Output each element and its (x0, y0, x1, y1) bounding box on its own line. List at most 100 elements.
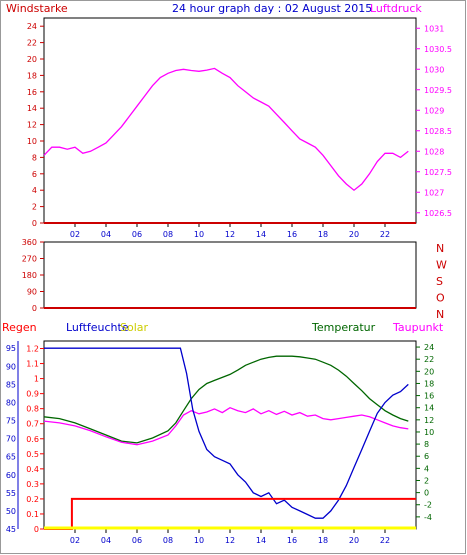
wind-tick-label: 8 (32, 153, 37, 162)
wind-axis-title: Windstarke (6, 2, 68, 15)
x-tick-label: 12 (225, 230, 235, 239)
pressure-tick-label: 1027 (424, 188, 444, 197)
humidity-tick-label: 45 (6, 525, 16, 534)
direction-tick-label: 360 (22, 238, 37, 247)
rain-tick-label: 0.6 (26, 435, 39, 444)
direction-tick-label: 270 (22, 255, 37, 264)
temp-tick-label: 14 (424, 404, 434, 413)
pressure-tick-label: 1030.5 (424, 45, 452, 54)
temp-tick-label: 24 (424, 343, 434, 352)
pressure-tick-label: 1026.5 (424, 209, 452, 218)
climate-layer: 455055606570758085909500.10.20.30.40.50.… (6, 341, 434, 545)
wind-tick-label: 6 (32, 170, 37, 179)
humidity-tick-label: 90 (6, 362, 16, 371)
pressure-tick-label: 1028 (424, 147, 444, 156)
humidity-tick-label: 95 (6, 344, 16, 353)
rain-tick-label: 0.4 (26, 465, 39, 474)
rain-tick-label: 0.7 (26, 420, 39, 429)
pressure-tick-label: 1029 (424, 106, 444, 115)
wind-tick-label: 14 (27, 104, 37, 113)
x-tick-label: 18 (318, 536, 328, 545)
humidity-tick-label: 65 (6, 453, 16, 462)
humidity-tick-label: 50 (6, 507, 16, 516)
rain-tick-label: 0.5 (26, 450, 39, 459)
rain-tick-label: 0.1 (26, 510, 39, 519)
wind-tick-label: 20 (27, 55, 37, 64)
x-tick-label: 14 (256, 230, 266, 239)
pressure-tick-label: 1029.5 (424, 86, 452, 95)
wind-tick-label: 10 (27, 137, 37, 146)
x-tick-label: 22 (380, 536, 390, 545)
x-tick-label: 20 (349, 536, 359, 545)
compass-label: O (436, 292, 445, 305)
temperature-line (43, 355, 409, 444)
rain-tick-label: 0.3 (26, 480, 39, 489)
temp-tick-label: 12 (424, 416, 434, 425)
temp-tick-label: 8 (424, 440, 429, 449)
temp-tick-label: 16 (424, 392, 434, 401)
temp-tick-label: 20 (424, 367, 434, 376)
humidity-tick-label: 80 (6, 398, 16, 407)
dewpoint-label: Taupunkt (392, 321, 444, 334)
temp-tick-label: 22 (424, 355, 434, 364)
humidity-label: Luftfeuchte (66, 321, 129, 334)
x-tick-label: 02 (70, 536, 80, 545)
x-tick-label: 18 (318, 230, 328, 239)
x-tick-label: 06 (132, 536, 142, 545)
direction-tick-label: 90 (27, 288, 37, 297)
humidity-tick-label: 60 (6, 471, 16, 480)
direction-tick-label: 0 (32, 304, 37, 313)
rain-tick-label: 0.8 (26, 405, 39, 414)
humidity-tick-label: 55 (6, 489, 16, 498)
x-tick-label: 22 (380, 230, 390, 239)
temp-tick-label: 18 (424, 379, 434, 388)
x-tick-label: 12 (225, 536, 235, 545)
solar-label: Solar (120, 321, 149, 334)
rain-label: Regen (2, 321, 37, 334)
dewpoint-line (43, 406, 409, 446)
compass-label: S (436, 275, 443, 288)
pressure-line (43, 67, 409, 192)
pressure-tick-label: 1027.5 (424, 168, 452, 177)
wind-tick-label: 0 (32, 219, 37, 228)
x-tick-label: 16 (287, 536, 297, 545)
x-tick-label: 04 (101, 230, 111, 239)
rain-tick-label: 0.2 (26, 495, 39, 504)
x-tick-label: 08 (163, 536, 173, 545)
rain-tick-label: 1.2 (26, 345, 39, 354)
humidity-line (44, 347, 409, 519)
humidity-tick-label: 70 (6, 435, 16, 444)
chart-title: 24 hour graph day : 02 August 2015 (172, 2, 372, 15)
wind-tick-label: 4 (32, 186, 37, 195)
x-tick-label: 04 (101, 536, 111, 545)
temp-tick-label: 6 (424, 452, 429, 461)
wind-tick-label: 18 (27, 71, 37, 80)
humidity-tick-label: 75 (6, 417, 16, 426)
x-tick-label: 16 (287, 230, 297, 239)
compass-label: N (436, 308, 444, 321)
direction-tick-label: 180 (22, 271, 37, 280)
x-tick-label: 20 (349, 230, 359, 239)
x-tick-label: 02 (70, 230, 80, 239)
wind-pressure-layer: 0246810121416182022241026.510271027.5102… (27, 22, 452, 239)
x-tick-label: 14 (256, 536, 266, 545)
pressure-tick-label: 1028.5 (424, 127, 452, 136)
wind-tick-label: 24 (27, 22, 37, 31)
compass-label: N (436, 242, 444, 255)
humidity-tick-label: 85 (6, 380, 16, 389)
temp-tick-label: 2 (424, 476, 429, 485)
rain-tick-label: 0.9 (26, 390, 39, 399)
x-tick-label: 08 (163, 230, 173, 239)
rain-tick-label: 1.1 (26, 360, 39, 369)
x-tick-label: 10 (194, 230, 204, 239)
wind-tick-label: 12 (27, 121, 37, 130)
temp-tick-label: 4 (424, 464, 429, 473)
x-tick-label: 10 (194, 536, 204, 545)
pressure-tick-label: 1030 (424, 65, 444, 74)
pressure-tick-label: 1031 (424, 24, 444, 33)
compass-label: W (436, 259, 447, 272)
rain-tick-label: 1 (34, 375, 39, 384)
